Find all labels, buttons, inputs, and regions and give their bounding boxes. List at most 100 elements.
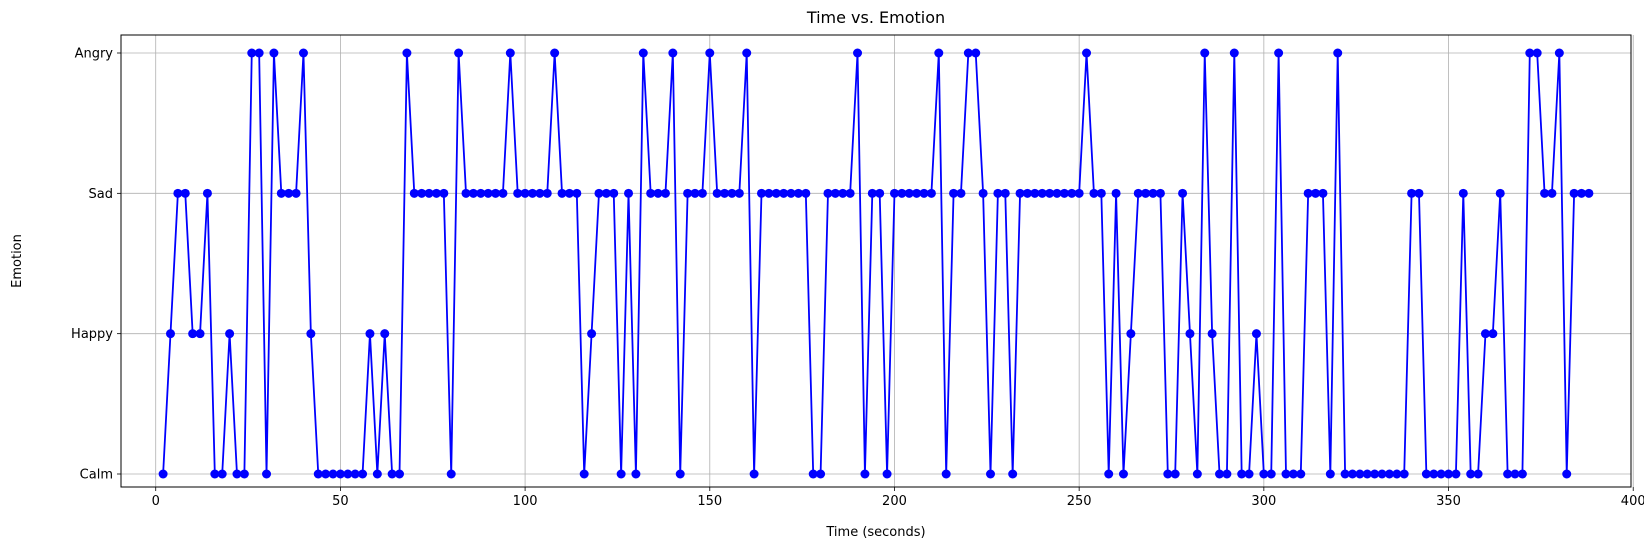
data-point [1480, 329, 1490, 339]
data-point [1466, 469, 1476, 479]
data-point [298, 48, 308, 58]
data-point [1362, 469, 1372, 479]
data-point [217, 469, 227, 479]
data-point [1414, 188, 1424, 198]
data-point [1215, 469, 1225, 479]
x-tick-label: 350 [1436, 494, 1461, 509]
data-point [867, 188, 877, 198]
data-point [1325, 469, 1335, 479]
data-point [1155, 188, 1165, 198]
data-point [247, 48, 257, 58]
data-point [912, 188, 922, 198]
data-point [1207, 329, 1217, 339]
data-point [838, 188, 848, 198]
data-point [1444, 469, 1454, 479]
data-point [1333, 48, 1343, 58]
data-point [372, 469, 382, 479]
data-point [1399, 469, 1409, 479]
data-point [550, 48, 560, 58]
y-tick-label: Happy [71, 327, 113, 342]
data-point [1163, 469, 1173, 479]
data-point [1503, 469, 1513, 479]
data-point [1089, 188, 1099, 198]
data-point [1303, 188, 1313, 198]
data-point [365, 329, 375, 339]
data-point [1015, 188, 1025, 198]
y-tick-label: Calm [80, 468, 113, 483]
data-point [971, 48, 981, 58]
data-point [468, 188, 478, 198]
data-point [786, 188, 796, 198]
data-point [1370, 469, 1380, 479]
data-point [1148, 188, 1158, 198]
data-point [587, 329, 597, 339]
data-point [1377, 469, 1387, 479]
data-point [1222, 469, 1232, 479]
data-point [1008, 469, 1018, 479]
data-point [1022, 188, 1032, 198]
data-point [557, 188, 567, 198]
data-point [956, 188, 966, 198]
data-point [1384, 469, 1394, 479]
data-point [232, 469, 242, 479]
data-point [1488, 329, 1498, 339]
data-point [609, 188, 619, 198]
x-tick-label: 50 [332, 494, 349, 509]
data-point [1458, 188, 1468, 198]
data-point [1584, 188, 1594, 198]
data-point [638, 48, 648, 58]
data-point [934, 48, 944, 58]
data-point [1259, 469, 1269, 479]
data-point [631, 469, 641, 479]
data-point [491, 188, 501, 198]
data-point [1133, 188, 1143, 198]
data-point [830, 188, 840, 198]
data-point [276, 188, 286, 198]
data-point [1347, 469, 1357, 479]
data-point [705, 48, 715, 58]
x-tick-label: 400 [1621, 494, 1644, 509]
data-point [387, 469, 397, 479]
data-point [1200, 48, 1210, 58]
data-point [1429, 469, 1439, 479]
data-point [720, 188, 730, 198]
data-point [963, 48, 973, 58]
data-point [653, 188, 663, 198]
data-point [188, 329, 198, 339]
data-point [1569, 188, 1579, 198]
data-point [941, 469, 951, 479]
data-point [424, 188, 434, 198]
data-point [1237, 469, 1247, 479]
data-point [358, 469, 368, 479]
data-point [1436, 469, 1446, 479]
data-point [1525, 48, 1535, 58]
data-point [1495, 188, 1505, 198]
data-point [1355, 469, 1365, 479]
data-point [572, 188, 582, 198]
series-emotion [158, 48, 1594, 479]
data-point [1074, 188, 1084, 198]
x-tick-label: 250 [1067, 494, 1092, 509]
data-point [461, 188, 471, 198]
x-tick-label: 150 [697, 494, 722, 509]
data-point [1126, 329, 1136, 339]
data-point [919, 188, 929, 198]
data-point [1067, 188, 1077, 198]
data-point [402, 48, 412, 58]
data-point [343, 469, 353, 479]
data-point [1517, 469, 1527, 479]
x-axis-ticks: 0 50 100 150 200 250 300 350 400 [152, 487, 1644, 509]
data-point [675, 469, 685, 479]
plot-frame [120, 34, 1632, 488]
data-point [1281, 469, 1291, 479]
data-point [1037, 188, 1047, 198]
data-point [1251, 329, 1261, 339]
data-point [579, 469, 589, 479]
data-point [158, 469, 168, 479]
data-point [860, 469, 870, 479]
data-point [1052, 188, 1062, 198]
x-tick-label: 300 [1251, 494, 1276, 509]
data-point [756, 188, 766, 198]
data-point [926, 188, 936, 198]
data-point [1192, 469, 1202, 479]
